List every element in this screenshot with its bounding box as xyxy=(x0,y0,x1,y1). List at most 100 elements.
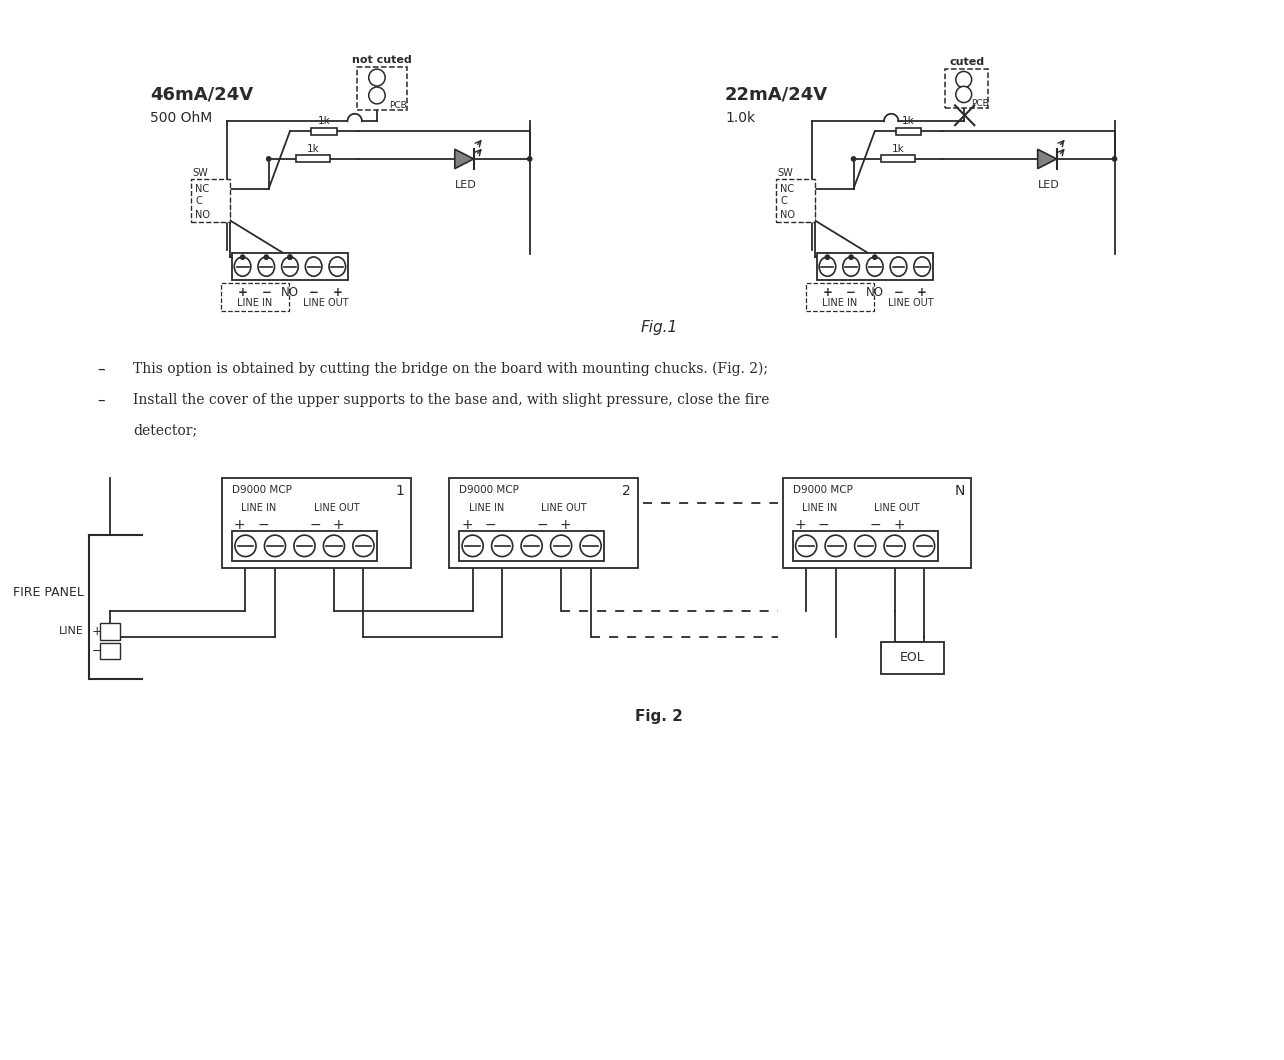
Text: NO: NO xyxy=(195,210,211,219)
Text: EOL: EOL xyxy=(900,652,924,665)
Text: LINE IN: LINE IN xyxy=(469,504,503,513)
Ellipse shape xyxy=(306,257,322,277)
Text: −: − xyxy=(871,518,882,532)
Text: NO: NO xyxy=(781,210,795,219)
Circle shape xyxy=(528,157,532,161)
Text: 1k: 1k xyxy=(317,117,330,126)
Ellipse shape xyxy=(234,257,250,277)
Text: LINE OUT: LINE OUT xyxy=(887,298,933,307)
Bar xyxy=(100,642,119,659)
Ellipse shape xyxy=(294,535,315,556)
Bar xyxy=(100,623,119,639)
Bar xyxy=(896,127,922,135)
Text: 22mA/24V: 22mA/24V xyxy=(725,86,828,104)
Text: −: − xyxy=(846,286,856,299)
Text: +: + xyxy=(917,286,927,299)
Text: −: − xyxy=(894,286,904,299)
Text: LED: LED xyxy=(1037,180,1059,190)
Circle shape xyxy=(955,86,972,103)
Text: −: − xyxy=(309,518,321,532)
Text: NO: NO xyxy=(865,286,883,299)
Bar xyxy=(222,478,411,568)
Text: NC: NC xyxy=(195,183,209,194)
Text: –: – xyxy=(98,393,105,408)
Text: −: − xyxy=(257,518,268,532)
Text: not cuted: not cuted xyxy=(352,55,412,65)
Circle shape xyxy=(369,69,385,86)
Text: −: − xyxy=(484,518,496,532)
Circle shape xyxy=(849,255,854,260)
Text: cuted: cuted xyxy=(949,57,985,67)
Bar xyxy=(297,156,330,162)
FancyBboxPatch shape xyxy=(777,179,815,223)
FancyBboxPatch shape xyxy=(357,67,407,110)
Ellipse shape xyxy=(842,257,859,277)
Text: 1k: 1k xyxy=(891,144,904,154)
Text: +: + xyxy=(823,286,832,299)
Text: LINE IN: LINE IN xyxy=(241,504,276,513)
Text: 500 OhM: 500 OhM xyxy=(150,111,212,125)
Ellipse shape xyxy=(867,257,883,277)
Text: 1k: 1k xyxy=(307,144,320,154)
Text: detector;: detector; xyxy=(134,423,198,437)
Text: C: C xyxy=(781,196,787,206)
Circle shape xyxy=(267,157,271,161)
Text: SW: SW xyxy=(777,167,794,178)
Text: SW: SW xyxy=(193,167,208,178)
FancyBboxPatch shape xyxy=(945,69,987,108)
Ellipse shape xyxy=(914,257,931,277)
Text: −: − xyxy=(818,518,829,532)
Circle shape xyxy=(826,255,829,260)
Ellipse shape xyxy=(235,535,256,556)
Circle shape xyxy=(240,255,245,260)
Text: C: C xyxy=(195,196,202,206)
Text: 2: 2 xyxy=(623,484,632,498)
Text: D9000 MCP: D9000 MCP xyxy=(792,485,853,495)
Text: D9000 MCP: D9000 MCP xyxy=(232,485,291,495)
Bar xyxy=(232,253,348,280)
Ellipse shape xyxy=(258,257,275,277)
Text: LED: LED xyxy=(455,180,476,190)
Text: −: − xyxy=(308,286,318,299)
Text: PCB: PCB xyxy=(389,101,407,110)
Ellipse shape xyxy=(462,535,483,556)
Text: +: + xyxy=(894,518,905,532)
Text: +: + xyxy=(461,518,473,532)
Text: LINE IN: LINE IN xyxy=(802,504,837,513)
Text: Install the cover of the upper supports to the base and, with slight pressure, c: Install the cover of the upper supports … xyxy=(134,393,769,407)
Circle shape xyxy=(873,255,877,260)
Text: –: – xyxy=(98,361,105,376)
Text: +: + xyxy=(91,624,101,638)
Ellipse shape xyxy=(913,535,935,556)
Text: LINE OUT: LINE OUT xyxy=(303,298,348,307)
Text: This option is obtained by cutting the bridge on the board with mounting chucks.: This option is obtained by cutting the b… xyxy=(134,361,768,375)
Text: NC: NC xyxy=(781,183,795,194)
Bar xyxy=(881,642,944,674)
Text: N: N xyxy=(954,484,964,498)
Text: LINE: LINE xyxy=(59,626,83,636)
Text: 1k: 1k xyxy=(903,117,915,126)
Ellipse shape xyxy=(796,535,817,556)
Bar xyxy=(792,531,937,561)
Circle shape xyxy=(288,255,291,260)
Bar xyxy=(449,478,638,568)
Text: PCB: PCB xyxy=(971,99,989,108)
Text: +: + xyxy=(560,518,571,532)
Text: FIRE PANEL: FIRE PANEL xyxy=(13,585,83,599)
Ellipse shape xyxy=(353,535,374,556)
Bar xyxy=(232,531,377,561)
Circle shape xyxy=(369,87,385,104)
Text: Fig. 2: Fig. 2 xyxy=(636,708,683,724)
Circle shape xyxy=(851,157,855,161)
Text: Fig.1: Fig.1 xyxy=(641,320,678,335)
Text: D9000 MCP: D9000 MCP xyxy=(460,485,519,495)
Text: +: + xyxy=(333,518,344,532)
Text: 1: 1 xyxy=(395,484,404,498)
Ellipse shape xyxy=(329,257,345,277)
Bar xyxy=(311,127,336,135)
Text: 46mA/24V: 46mA/24V xyxy=(150,86,253,104)
Text: LINE IN: LINE IN xyxy=(822,298,856,307)
Ellipse shape xyxy=(855,535,876,556)
Bar xyxy=(881,156,915,162)
Ellipse shape xyxy=(826,535,846,556)
